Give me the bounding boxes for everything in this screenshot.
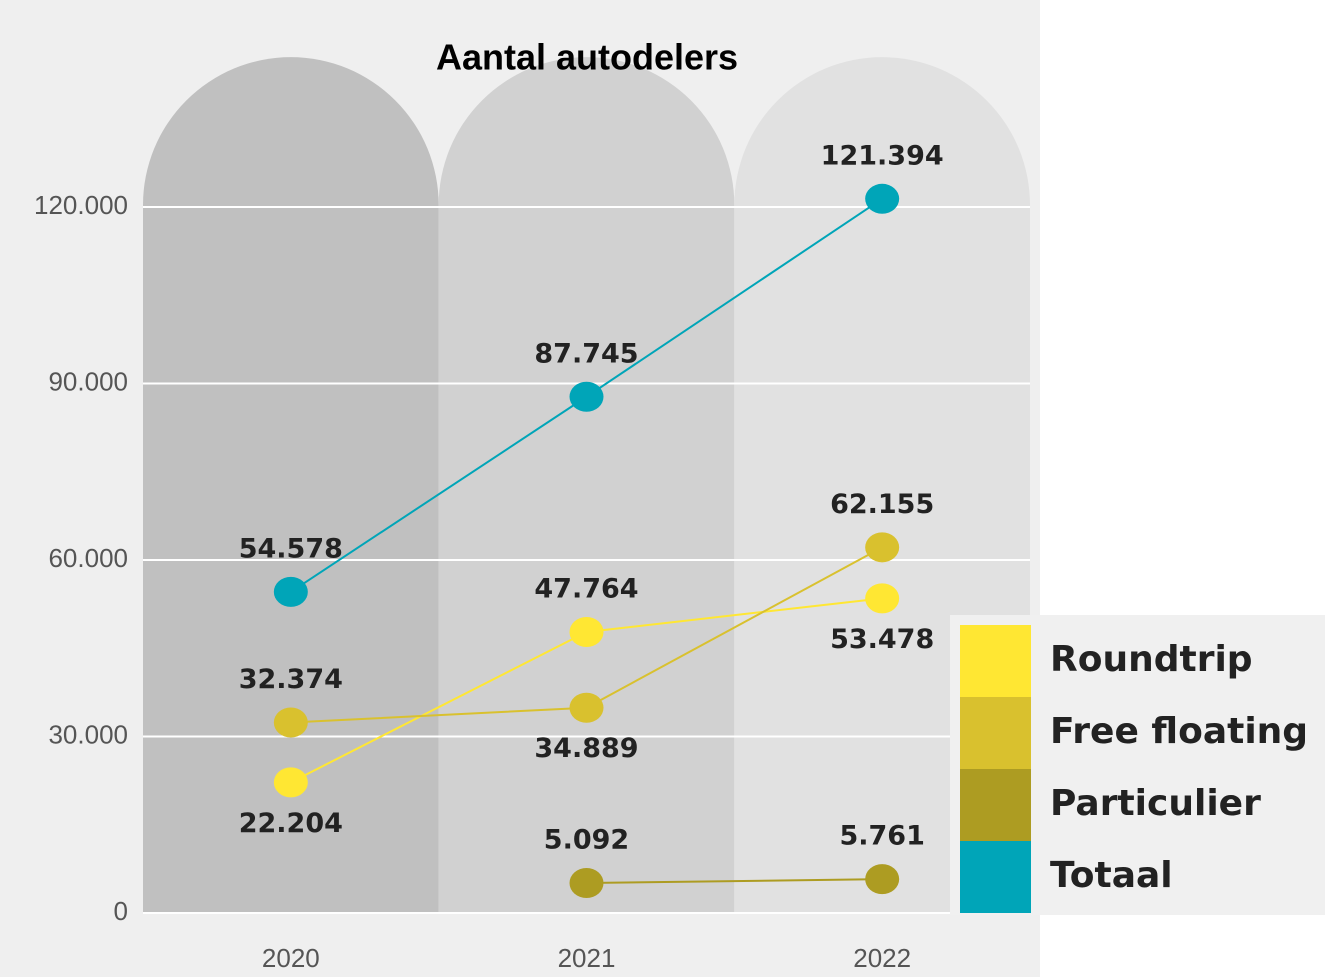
x-tick-label: 2020 xyxy=(262,943,320,973)
data-point xyxy=(569,381,604,412)
data-label: 47.764 xyxy=(534,573,638,604)
series-line xyxy=(586,878,883,885)
legend-label: Totaal xyxy=(1050,855,1173,896)
data-point xyxy=(569,868,604,899)
data-point xyxy=(569,692,604,723)
data-point xyxy=(865,583,900,614)
data-label: 5.092 xyxy=(544,825,629,856)
data-label: 87.745 xyxy=(534,338,638,369)
data-point xyxy=(865,183,900,214)
legend-label: Particulier xyxy=(1050,783,1261,824)
chart-title: Aantal autodelers xyxy=(436,37,738,78)
data-point xyxy=(569,616,604,647)
data-label: 53.478 xyxy=(830,624,934,655)
data-label: 54.578 xyxy=(239,533,343,564)
legend-label: Free floating xyxy=(1050,711,1308,752)
legend-swatch xyxy=(960,625,1031,697)
legend-swatch xyxy=(960,697,1031,769)
y-tick-label: 120.000 xyxy=(34,190,128,220)
legend-label: Roundtrip xyxy=(1050,639,1253,680)
data-label: 32.374 xyxy=(239,664,343,695)
legend-swatch xyxy=(960,769,1031,841)
data-label: 121.394 xyxy=(821,140,944,171)
data-label: 22.204 xyxy=(239,808,343,839)
y-tick-label: 30.000 xyxy=(48,719,128,749)
x-tick-label: 2022 xyxy=(853,943,911,973)
legend-swatch xyxy=(960,841,1031,913)
data-point xyxy=(865,532,900,563)
y-tick-label: 0 xyxy=(114,896,128,926)
legend: Roundtrip Free floating Particulier Totaal xyxy=(950,615,1325,915)
data-point xyxy=(273,707,308,738)
data-point xyxy=(865,864,900,895)
column-bands xyxy=(143,57,1030,913)
data-point xyxy=(273,767,308,798)
data-label: 34.889 xyxy=(534,733,638,764)
y-tick-label: 60.000 xyxy=(48,543,128,573)
data-label: 62.155 xyxy=(830,489,934,520)
plot: 2020 2021 2022 0 30.000 60.000 90.000 120.000 22… xyxy=(34,140,944,973)
data-label: 5.761 xyxy=(839,821,924,852)
data-point xyxy=(273,576,308,607)
column-band xyxy=(143,57,439,913)
column-band xyxy=(438,57,735,913)
x-tick-label: 2021 xyxy=(558,943,616,973)
y-tick-label: 90.000 xyxy=(48,366,128,396)
